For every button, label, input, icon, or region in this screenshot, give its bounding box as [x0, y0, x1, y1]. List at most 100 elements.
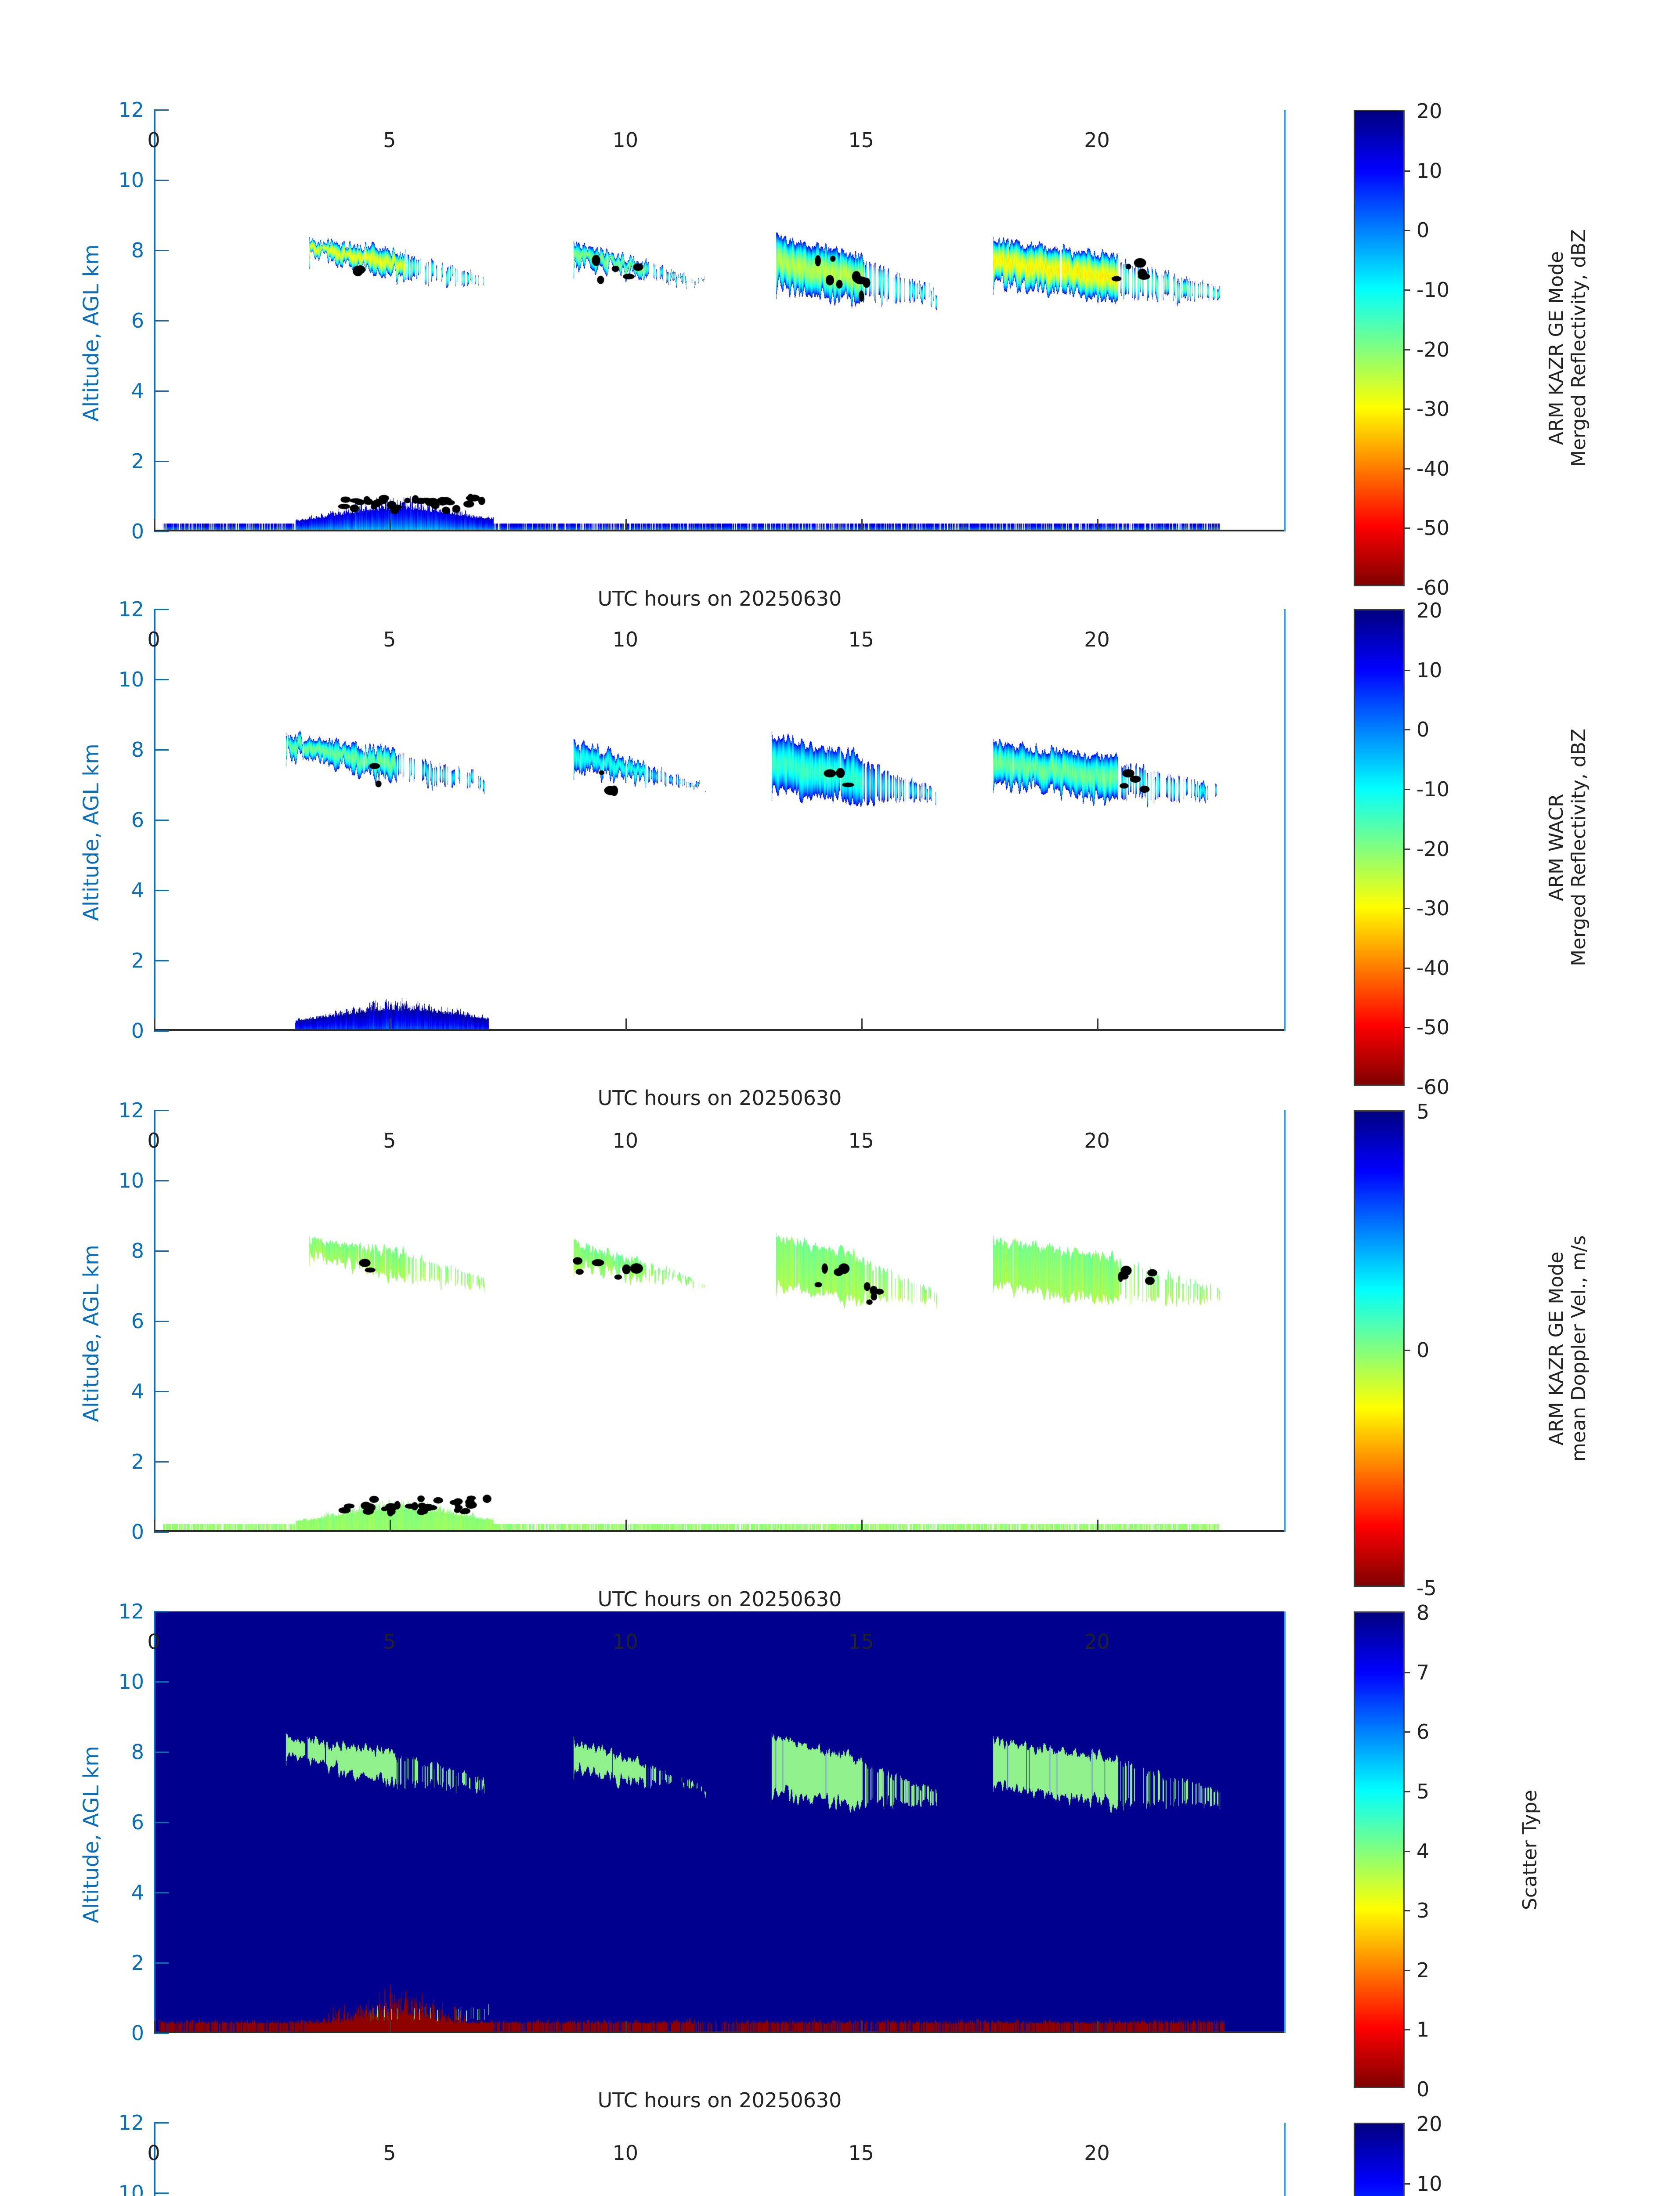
y-tick-label-0-5: 10 — [118, 168, 144, 192]
x-tick-0-4 — [1097, 519, 1098, 531]
colorbar-tick-label-0-3: -30 — [1416, 397, 1450, 421]
y-tick-0-5 — [154, 180, 169, 181]
y-tick-0-6 — [154, 109, 169, 111]
y-tick-1-6 — [154, 609, 169, 610]
colorbar-tick-label-0-8: 20 — [1416, 99, 1442, 123]
x-tick-2-1 — [389, 1520, 391, 1532]
x-tick-label-1-0: 0 — [147, 628, 160, 651]
colorbar-tick-label-1-1: -50 — [1416, 1015, 1450, 1040]
x-tick-1-1 — [389, 1019, 391, 1031]
panel-2: Altitude, AGL km UTC hours on 20250630 0 2 4… — [0, 1100, 1680, 1629]
colorbar-tick-3-4 — [1403, 1850, 1410, 1852]
y-tick-label-3-5: 10 — [118, 1670, 144, 1694]
x-tick-label-3-2: 10 — [612, 1630, 639, 1654]
y-tick-2-2 — [154, 1391, 169, 1392]
x-tick-2-4 — [1097, 1520, 1098, 1532]
y-tick-3-3 — [154, 1822, 169, 1823]
heatmap-canvas-3 — [154, 1611, 1286, 2033]
y-tick-3-6 — [154, 1611, 169, 1612]
y-tick-3-1 — [154, 1962, 169, 1964]
heatmap-canvas-1 — [154, 609, 1286, 1031]
colorbar-tick-label-3-1: 1 — [1416, 2018, 1430, 2042]
y-tick-0-4 — [154, 250, 169, 251]
x-tick-label-0-0: 0 — [147, 128, 160, 152]
x-tick-label-3-4: 20 — [1084, 1630, 1110, 1654]
x-tick-1-0 — [154, 1019, 155, 1031]
colorbar-tick-label-3-4: 4 — [1416, 1839, 1430, 1863]
x-tick-0-0 — [154, 519, 155, 531]
colorbar-2: -5 0 5 — [1354, 1102, 1437, 1598]
axis-spine-bottom-1 — [154, 1029, 1286, 1031]
heatmap-canvas-2 — [154, 1110, 1286, 1532]
x-axis-label-2: UTC hours on 20250630 — [597, 1587, 842, 1611]
y-tick-label-1-6: 12 — [118, 597, 144, 621]
heatmap-canvas-4 — [154, 2123, 1286, 2196]
x-tick-3-0 — [154, 2021, 155, 2033]
y-axis-label-0: Altitude, AGL km — [79, 244, 104, 422]
y-tick-label-2-1: 2 — [131, 1450, 144, 1474]
colorbar-title-line-1-1: Merged Reflectivity, dBZ — [1568, 728, 1590, 966]
x-tick-2-0 — [154, 1520, 155, 1532]
x-tick-2-3 — [861, 1520, 863, 1532]
y-tick-4-6 — [154, 2122, 169, 2124]
y-tick-label-2-3: 6 — [131, 1309, 144, 1333]
y-tick-0-1 — [154, 461, 169, 462]
y-tick-label-3-2: 4 — [131, 1881, 144, 1904]
colorbar-title-line-3-0: Scatter Type — [1519, 1789, 1541, 1910]
colorbar-tick-3-7 — [1403, 1672, 1410, 1673]
colorbar-title-2: ARM KAZR GE Mode mean Doppler Vel., m/s — [1545, 1235, 1590, 1462]
colorbar-tick-1-1 — [1403, 1027, 1410, 1029]
axis-spine-right-2 — [1284, 1110, 1286, 1532]
panel-0: Altitude, AGL km UTC hours on 20250630 0 2 4… — [0, 100, 1680, 628]
x-tick-label-2-1: 5 — [383, 1129, 396, 1152]
colorbar-tick-0-2 — [1403, 468, 1410, 470]
y-tick-label-3-0: 0 — [131, 2021, 144, 2045]
colorbar-tick-1-7 — [1403, 669, 1410, 671]
x-tick-label-0-4: 20 — [1084, 128, 1110, 152]
x-tick-label-1-3: 15 — [848, 628, 874, 651]
y-tick-label-0-2: 4 — [131, 379, 144, 403]
y-tick-label-2-5: 10 — [118, 1169, 144, 1192]
x-tick-label-4-4: 20 — [1084, 2141, 1110, 2165]
x-tick-label-2-2: 10 — [612, 1129, 639, 1152]
axis-spine-right-4 — [1284, 2123, 1286, 2196]
y-axis-label-2: Altitude, AGL km — [79, 1245, 104, 1422]
y-tick-label-2-4: 8 — [131, 1239, 144, 1263]
colorbar-title-line-1-0: ARM WACR — [1545, 794, 1568, 901]
y-tick-0-0 — [154, 531, 169, 532]
y-tick-3-4 — [154, 1752, 169, 1753]
colorbar-tick-label-1-6: 0 — [1416, 718, 1430, 742]
x-tick-2-2 — [625, 1520, 627, 1532]
y-tick-3-0 — [154, 2033, 169, 2034]
colorbar-tick-0-5 — [1403, 289, 1410, 291]
colorbar-tick-1-5 — [1403, 788, 1410, 790]
panel-1: Altitude, AGL km UTC hours on 20250630 0 2 4… — [0, 599, 1680, 1127]
colorbar-title-line-2-1: mean Doppler Vel., m/s — [1568, 1235, 1590, 1462]
colorbar-title-3: Scatter Type — [1519, 1790, 1541, 1910]
axis-spine-bottom-3 — [154, 2031, 1286, 2033]
y-tick-label-1-2: 4 — [131, 878, 144, 902]
colorbar-tick-1-2 — [1403, 967, 1410, 969]
x-tick-label-2-4: 20 — [1084, 1129, 1110, 1152]
plot-area-4 — [154, 2123, 1286, 2196]
colorbar-tick-label-1-2: -40 — [1416, 956, 1450, 980]
x-tick-label-4-2: 10 — [612, 2141, 639, 2165]
panel-3: Altitude, AGL km UTC hours on 20250630 0 2 4… — [0, 1601, 1680, 2130]
x-tick-3-2 — [625, 2021, 627, 2033]
plot-area-0 — [154, 110, 1286, 531]
colorbar-tick-3-3 — [1403, 1910, 1410, 1912]
x-tick-3-1 — [389, 2021, 391, 2033]
colorbar-tick-label-3-6: 6 — [1416, 1720, 1430, 1744]
x-tick-label-0-3: 15 — [848, 128, 874, 152]
x-tick-label-2-3: 15 — [848, 1129, 874, 1152]
colorbar-title-0: ARM KAZR GE Mode Merged Reflectivity, dBZ — [1545, 229, 1590, 467]
y-tick-0-2 — [154, 390, 169, 392]
colorbar-tick-label-4-8: 20 — [1416, 2112, 1442, 2136]
axis-spine-right-1 — [1284, 609, 1286, 1031]
colorbar-tick-label-0-5: -10 — [1416, 278, 1450, 302]
x-tick-0-1 — [389, 519, 391, 531]
colorbar-tick-label-3-7: 7 — [1416, 1660, 1430, 1684]
heatmap-canvas-0 — [154, 110, 1286, 531]
colorbar-tick-3-6 — [1403, 1731, 1410, 1733]
